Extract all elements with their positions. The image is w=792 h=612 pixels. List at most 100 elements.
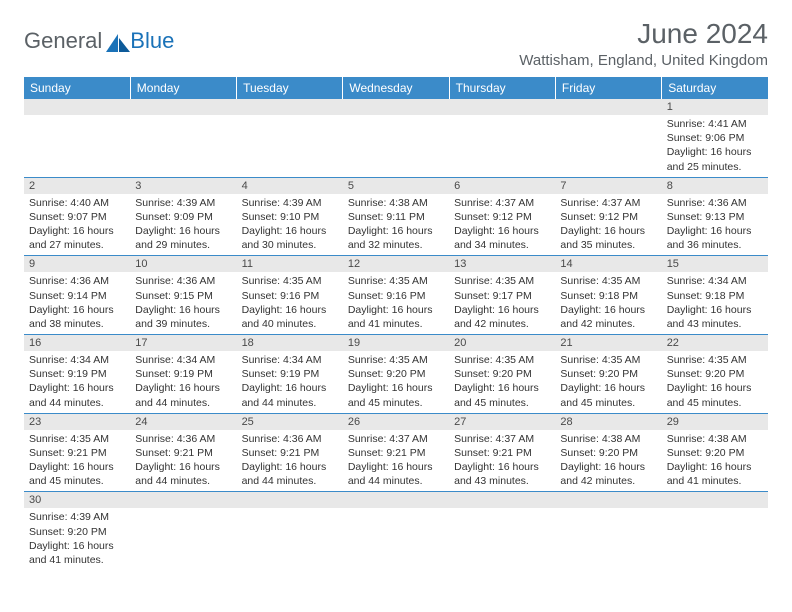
daynum-cell: 9 bbox=[24, 256, 130, 273]
day-sunrise: Sunrise: 4:34 AM bbox=[242, 353, 338, 367]
daydata-cell bbox=[24, 115, 130, 177]
day-sunset: Sunset: 9:09 PM bbox=[135, 210, 231, 224]
day-sunset: Sunset: 9:15 PM bbox=[135, 289, 231, 303]
day-number: 2 bbox=[24, 178, 130, 194]
day-sunset: Sunset: 9:20 PM bbox=[667, 367, 763, 381]
day-data: Sunrise: 4:35 AMSunset: 9:20 PMDaylight:… bbox=[449, 351, 555, 413]
day-sunrise: Sunrise: 4:39 AM bbox=[29, 510, 125, 524]
day-sunrise: Sunrise: 4:35 AM bbox=[29, 432, 125, 446]
day-data: Sunrise: 4:34 AMSunset: 9:19 PMDaylight:… bbox=[130, 351, 236, 413]
day-sunrise: Sunrise: 4:38 AM bbox=[560, 432, 656, 446]
day-sunset: Sunset: 9:12 PM bbox=[560, 210, 656, 224]
weekday-header: Friday bbox=[555, 77, 661, 99]
weekday-header: Wednesday bbox=[343, 77, 449, 99]
day-sunset: Sunset: 9:20 PM bbox=[667, 446, 763, 460]
day-day1: Daylight: 16 hours bbox=[560, 224, 656, 238]
day-data: Sunrise: 4:35 AMSunset: 9:20 PMDaylight:… bbox=[555, 351, 661, 413]
day-data: Sunrise: 4:39 AMSunset: 9:20 PMDaylight:… bbox=[24, 508, 130, 570]
day-number: 17 bbox=[130, 335, 236, 351]
day-sunrise: Sunrise: 4:36 AM bbox=[667, 196, 763, 210]
daynum-cell bbox=[130, 492, 236, 509]
daynum-cell: 8 bbox=[662, 177, 768, 194]
day-number: 21 bbox=[555, 335, 661, 351]
day-day2: and 42 minutes. bbox=[454, 317, 550, 331]
day-sunrise: Sunrise: 4:34 AM bbox=[667, 274, 763, 288]
daynum-cell bbox=[130, 99, 236, 115]
day-data bbox=[343, 508, 449, 566]
day-day2: and 38 minutes. bbox=[29, 317, 125, 331]
day-day2: and 44 minutes. bbox=[242, 396, 338, 410]
daynum-cell: 20 bbox=[449, 335, 555, 352]
daynum-cell: 2 bbox=[24, 177, 130, 194]
location: Wattisham, England, United Kingdom bbox=[519, 52, 768, 69]
daynum-cell: 11 bbox=[237, 256, 343, 273]
day-sunset: Sunset: 9:21 PM bbox=[242, 446, 338, 460]
day-sunrise: Sunrise: 4:35 AM bbox=[348, 353, 444, 367]
day-sunset: Sunset: 9:06 PM bbox=[667, 131, 763, 145]
daynum-cell: 23 bbox=[24, 413, 130, 430]
daydata-cell bbox=[449, 508, 555, 570]
day-day2: and 45 minutes. bbox=[29, 474, 125, 488]
day-day1: Daylight: 16 hours bbox=[242, 303, 338, 317]
day-number: 9 bbox=[24, 256, 130, 272]
day-data: Sunrise: 4:36 AMSunset: 9:21 PMDaylight:… bbox=[130, 430, 236, 492]
day-data: Sunrise: 4:34 AMSunset: 9:19 PMDaylight:… bbox=[237, 351, 343, 413]
day-day2: and 45 minutes. bbox=[667, 396, 763, 410]
daydata-cell: Sunrise: 4:38 AMSunset: 9:20 PMDaylight:… bbox=[555, 430, 661, 492]
weekday-header: Sunday bbox=[24, 77, 130, 99]
day-sunset: Sunset: 9:12 PM bbox=[454, 210, 550, 224]
day-day1: Daylight: 16 hours bbox=[348, 224, 444, 238]
daynum-row: 30 bbox=[24, 492, 768, 509]
day-data: Sunrise: 4:37 AMSunset: 9:12 PMDaylight:… bbox=[449, 194, 555, 256]
day-number: 7 bbox=[555, 178, 661, 194]
daynum-row: 16171819202122 bbox=[24, 335, 768, 352]
day-number: 18 bbox=[237, 335, 343, 351]
daydata-cell: Sunrise: 4:39 AMSunset: 9:09 PMDaylight:… bbox=[130, 194, 236, 256]
day-number: 28 bbox=[555, 414, 661, 430]
daynum-cell bbox=[237, 99, 343, 115]
day-number: 14 bbox=[555, 256, 661, 272]
day-number bbox=[662, 492, 768, 508]
day-day2: and 34 minutes. bbox=[454, 238, 550, 252]
day-day2: and 42 minutes. bbox=[560, 474, 656, 488]
day-number: 19 bbox=[343, 335, 449, 351]
daydata-cell: Sunrise: 4:35 AMSunset: 9:16 PMDaylight:… bbox=[343, 272, 449, 334]
day-day2: and 25 minutes. bbox=[667, 160, 763, 174]
day-data bbox=[130, 508, 236, 566]
day-number bbox=[24, 99, 130, 115]
weekday-header: Tuesday bbox=[237, 77, 343, 99]
day-day1: Daylight: 16 hours bbox=[667, 224, 763, 238]
day-sunset: Sunset: 9:20 PM bbox=[560, 367, 656, 381]
header: GeneralBlue June 2024 Wattisham, England… bbox=[24, 18, 768, 69]
daydata-cell bbox=[343, 115, 449, 177]
daydata-row: Sunrise: 4:34 AMSunset: 9:19 PMDaylight:… bbox=[24, 351, 768, 413]
day-sunrise: Sunrise: 4:40 AM bbox=[29, 196, 125, 210]
day-day2: and 39 minutes. bbox=[135, 317, 231, 331]
day-number: 11 bbox=[237, 256, 343, 272]
day-day2: and 30 minutes. bbox=[242, 238, 338, 252]
daydata-cell: Sunrise: 4:35 AMSunset: 9:21 PMDaylight:… bbox=[24, 430, 130, 492]
day-data bbox=[237, 508, 343, 566]
daydata-cell: Sunrise: 4:35 AMSunset: 9:20 PMDaylight:… bbox=[662, 351, 768, 413]
daydata-cell: Sunrise: 4:38 AMSunset: 9:11 PMDaylight:… bbox=[343, 194, 449, 256]
daynum-cell: 18 bbox=[237, 335, 343, 352]
daynum-cell bbox=[662, 492, 768, 509]
daynum-cell: 19 bbox=[343, 335, 449, 352]
day-day2: and 45 minutes. bbox=[560, 396, 656, 410]
daynum-cell: 22 bbox=[662, 335, 768, 352]
day-number bbox=[343, 99, 449, 115]
daynum-row: 1 bbox=[24, 99, 768, 115]
daydata-cell: Sunrise: 4:34 AMSunset: 9:19 PMDaylight:… bbox=[237, 351, 343, 413]
day-day1: Daylight: 16 hours bbox=[560, 303, 656, 317]
day-sunset: Sunset: 9:21 PM bbox=[454, 446, 550, 460]
day-sunrise: Sunrise: 4:38 AM bbox=[348, 196, 444, 210]
daynum-cell: 26 bbox=[343, 413, 449, 430]
day-day2: and 35 minutes. bbox=[560, 238, 656, 252]
day-number: 15 bbox=[662, 256, 768, 272]
day-data: Sunrise: 4:35 AMSunset: 9:20 PMDaylight:… bbox=[343, 351, 449, 413]
day-data: Sunrise: 4:38 AMSunset: 9:20 PMDaylight:… bbox=[662, 430, 768, 492]
title-block: June 2024 Wattisham, England, United Kin… bbox=[519, 18, 768, 69]
daynum-cell: 17 bbox=[130, 335, 236, 352]
daydata-row: Sunrise: 4:39 AMSunset: 9:20 PMDaylight:… bbox=[24, 508, 768, 570]
day-data: Sunrise: 4:38 AMSunset: 9:20 PMDaylight:… bbox=[555, 430, 661, 492]
